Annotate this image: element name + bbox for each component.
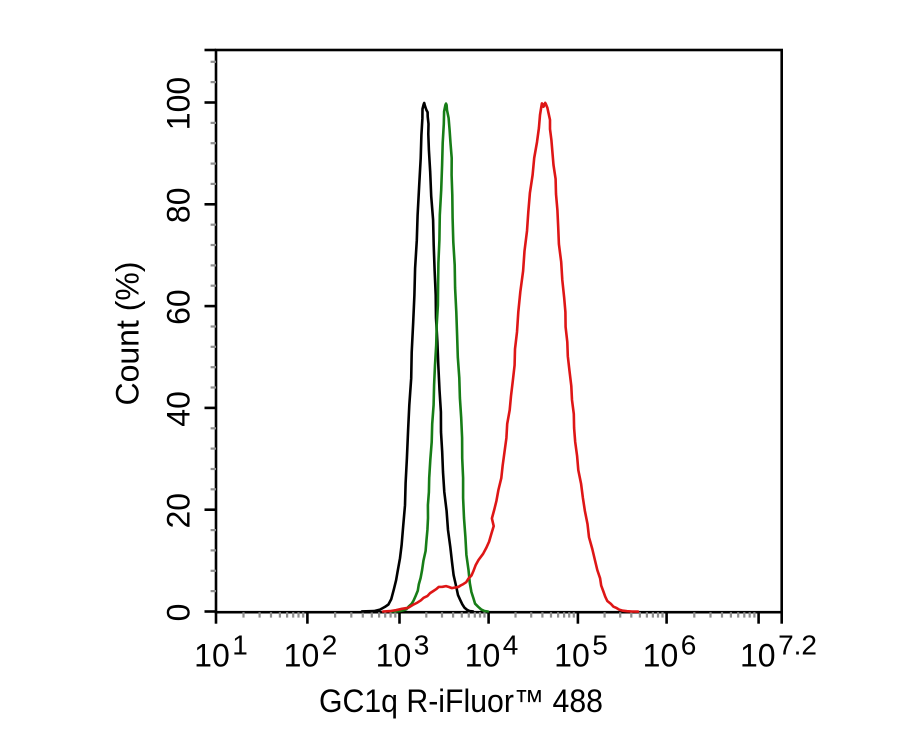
svg-text:GC1q R-iFluor™ 488: GC1q R-iFluor™ 488 <box>319 683 603 719</box>
svg-text:100: 100 <box>161 77 197 130</box>
svg-text:Count (%): Count (%) <box>110 261 146 405</box>
svg-text:40: 40 <box>161 391 197 427</box>
svg-text:60: 60 <box>161 289 197 325</box>
svg-text:80: 80 <box>161 188 197 224</box>
svg-text:20: 20 <box>161 493 197 529</box>
svg-text:0: 0 <box>161 604 197 622</box>
svg-text:106: 106 <box>643 630 697 674</box>
